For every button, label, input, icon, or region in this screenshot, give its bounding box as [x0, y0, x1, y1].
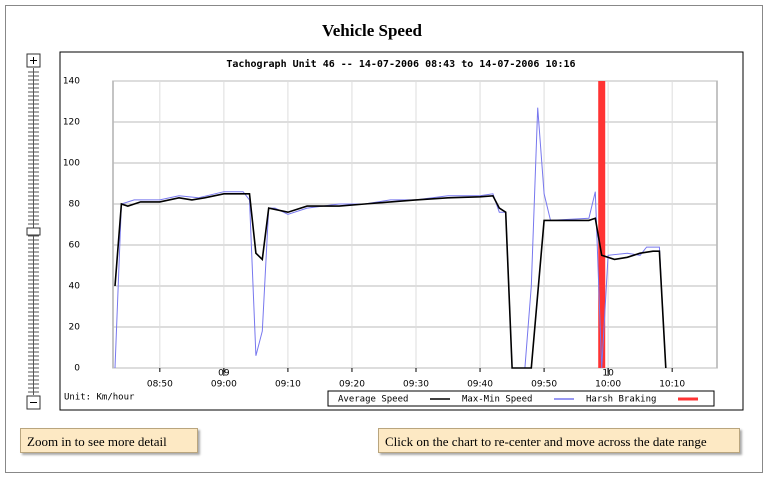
x-tick-label: 09:10: [275, 380, 301, 390]
series-line: [114, 107, 667, 369]
y-tick-label: 120: [63, 118, 80, 128]
series-line: [114, 193, 667, 369]
x-major-label: 09: [218, 369, 230, 379]
page-title: Vehicle Speed: [322, 21, 423, 40]
zoom-tooltip: Zoom in to see more detail: [20, 428, 198, 453]
x-tick-label: 08:50: [147, 380, 173, 390]
x-tick-label: 09:20: [339, 380, 365, 390]
y-tick-label: 0: [74, 364, 80, 374]
unit-label: Unit: Km/hour: [64, 393, 135, 403]
x-major-label: 10: [602, 369, 614, 379]
y-tick-label: 40: [69, 282, 81, 292]
y-tick-label: 100: [63, 159, 80, 169]
x-tick-label: 10:00: [595, 380, 621, 390]
harsh-braking-marker: [598, 81, 606, 368]
y-tick-label: 140: [63, 77, 80, 87]
legend-box: [327, 390, 715, 407]
legend-label: Max-Min Speed: [462, 395, 532, 405]
x-tick-label: 10:10: [659, 380, 685, 390]
legend-label: Average Speed: [338, 395, 408, 405]
window-frame: [5, 5, 763, 473]
y-tick-label: 60: [69, 241, 81, 251]
y-tick-label: 20: [69, 323, 81, 333]
x-tick-label: 09:50: [531, 380, 557, 390]
x-tick-label: 09:30: [403, 380, 429, 390]
chart-title: Tachograph Unit 46 -- 14-07-2006 08:43 t…: [226, 58, 575, 70]
plus-icon: [30, 57, 37, 64]
x-tick-label: 09:00: [211, 380, 237, 390]
slider-thumb[interactable]: [26, 227, 41, 236]
x-tick-label: 09:40: [467, 380, 493, 390]
legend-label: Harsh Braking: [586, 395, 656, 405]
chart-frame[interactable]: [59, 51, 744, 411]
click-tooltip: Click on the chart to re-center and move…: [378, 428, 740, 453]
y-tick-label: 80: [69, 200, 81, 210]
